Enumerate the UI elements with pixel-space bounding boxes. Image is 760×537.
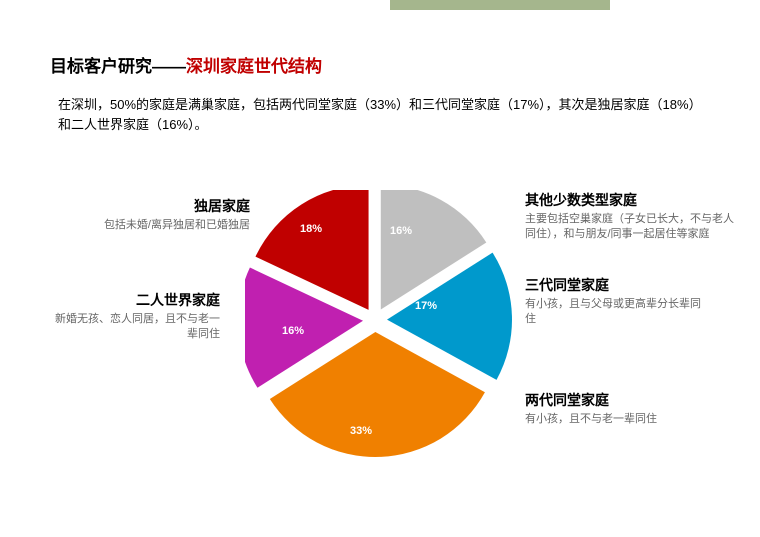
slice-label-title: 两代同堂家庭: [525, 390, 705, 410]
slice-label: 其他少数类型家庭主要包括空巢家庭（子女已长大，不与老人同住），和与朋友/同事一起…: [525, 190, 735, 243]
slice-pct-label: 18%: [300, 223, 322, 235]
title-part2: 深圳家庭世代结构: [186, 57, 322, 76]
slice-label: 二人世界家庭新婚无孩、恋人同居，且不与老一辈同住: [45, 290, 220, 343]
slice-label: 三代同堂家庭有小孩，且与父母或更高辈分长辈同住: [525, 275, 705, 328]
slice-label-title: 三代同堂家庭: [525, 275, 705, 295]
slice-label-desc: 有小孩，且与父母或更高辈分长辈同住: [525, 297, 705, 328]
subtitle-text: 在深圳，50%的家庭是满巢家庭，包括两代同堂家庭（33%）和三代同堂家庭（17%…: [58, 95, 710, 134]
slice-label: 独居家庭包括未婚/离异独居和已婚独居: [75, 196, 250, 233]
slice-pct-label: 16%: [390, 225, 412, 237]
slice-pct-label: 16%: [282, 325, 304, 337]
slice-label-desc: 新婚无孩、恋人同居，且不与老一辈同住: [45, 312, 220, 343]
title-part1: 目标客户研究——: [50, 57, 186, 76]
top-accent-bar: [390, 0, 610, 10]
slice-label-desc: 主要包括空巢家庭（子女已长大，不与老人同住），和与朋友/同事一起居住等家庭: [525, 212, 735, 243]
slice-label-title: 其他少数类型家庭: [525, 190, 735, 210]
slice-pct-label: 17%: [415, 300, 437, 312]
slice-label-desc: 有小孩，且不与老一辈同住: [525, 412, 705, 427]
page-title: 目标客户研究——深圳家庭世代结构: [50, 52, 322, 77]
slice-label: 两代同堂家庭有小孩，且不与老一辈同住: [525, 390, 705, 427]
slice-label-title: 独居家庭: [75, 196, 250, 216]
slice-pct-label: 33%: [350, 425, 372, 437]
pie-chart-area: 其他少数类型家庭主要包括空巢家庭（子女已长大，不与老人同住），和与朋友/同事一起…: [0, 160, 760, 520]
slice-label-title: 二人世界家庭: [45, 290, 220, 310]
slice-label-desc: 包括未婚/离异独居和已婚独居: [75, 218, 250, 233]
